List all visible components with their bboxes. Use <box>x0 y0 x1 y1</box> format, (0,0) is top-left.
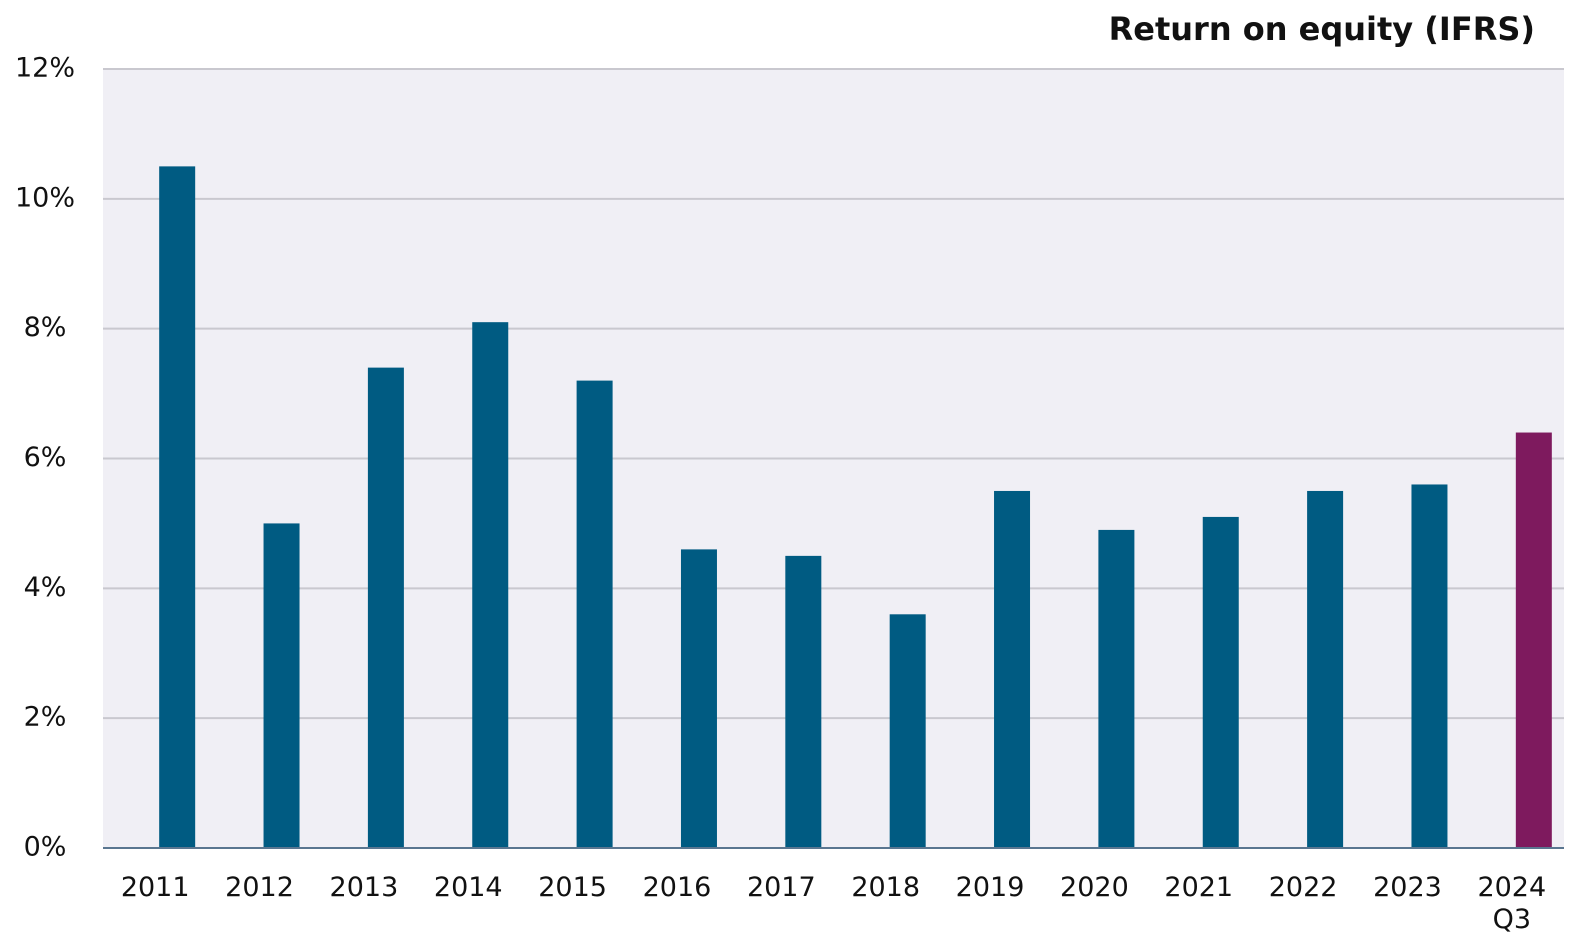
x-tick-label: 2020 <box>1060 872 1129 903</box>
x-tick-label: 2018 <box>851 872 921 903</box>
bar <box>576 380 613 848</box>
y-tick-label: 0% <box>24 832 67 863</box>
bar <box>1202 516 1239 848</box>
x-tick-label: 2011 <box>120 872 190 903</box>
x-tick-label: 2021 <box>1164 872 1234 903</box>
x-tick-label: 2016 <box>642 872 712 903</box>
bar <box>994 490 1031 848</box>
bar <box>472 322 509 848</box>
x-tick-label: 2022 <box>1268 872 1338 903</box>
y-tick-label: 12% <box>15 53 75 84</box>
y-tick-label: 6% <box>24 442 67 473</box>
x-tick-label: 2023 <box>1373 872 1442 903</box>
bar <box>263 523 300 848</box>
y-tick-label: 10% <box>15 182 75 213</box>
bar <box>1411 484 1448 848</box>
x-tick-label: 2014 <box>433 872 503 903</box>
bar <box>367 367 404 848</box>
bar <box>1307 490 1344 848</box>
bar <box>159 166 196 848</box>
x-tick-label: 2019 <box>955 872 1025 903</box>
x-tick-label: 2024 Q3 <box>1477 872 1547 935</box>
y-tick-label: 8% <box>24 312 67 343</box>
bar <box>1515 432 1552 848</box>
chart-title: Return on equity (IFRS) <box>1109 10 1535 48</box>
bar <box>1098 529 1135 848</box>
bar <box>889 614 926 848</box>
bar <box>680 549 717 848</box>
x-tick-label: 2015 <box>538 872 607 903</box>
y-tick-label: 4% <box>24 572 67 603</box>
x-tick-label: 2012 <box>225 872 294 903</box>
bar <box>785 555 822 848</box>
x-tick-label: 2013 <box>329 872 399 903</box>
y-tick-label: 2% <box>24 702 67 733</box>
x-tick-label: 2017 <box>746 872 816 903</box>
